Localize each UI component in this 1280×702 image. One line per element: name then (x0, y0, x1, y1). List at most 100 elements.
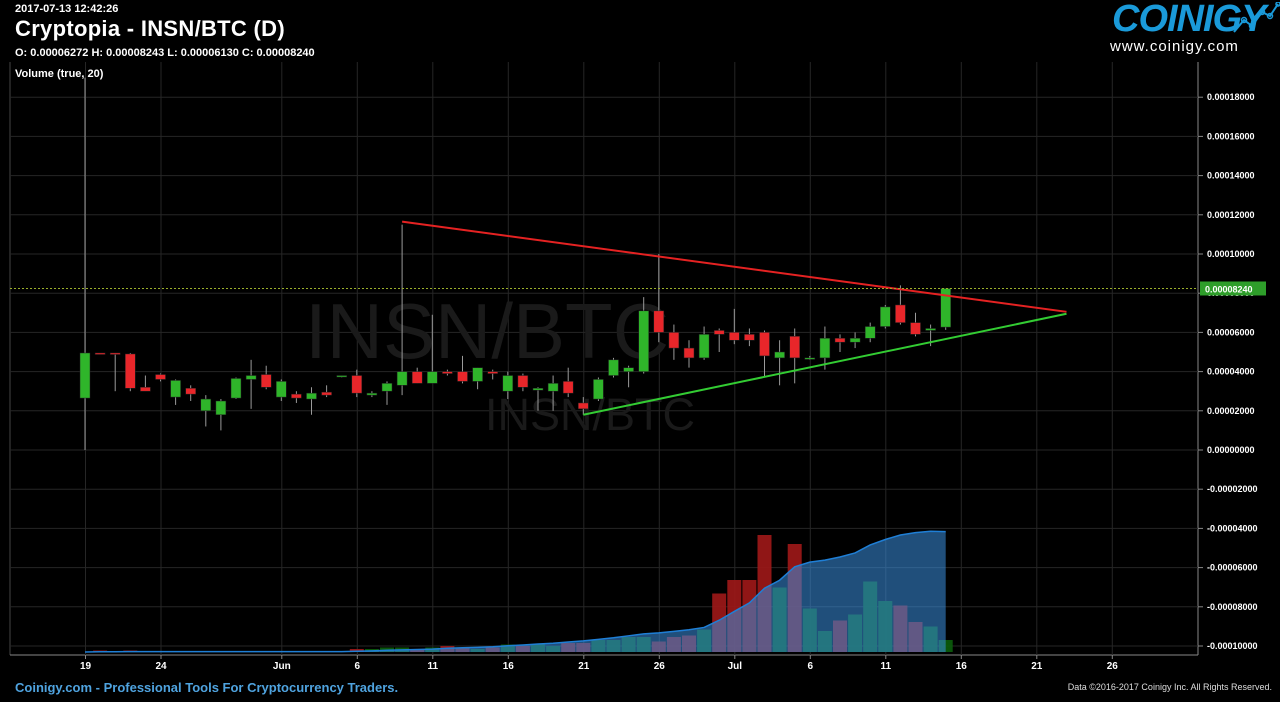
candle-body (849, 338, 861, 343)
x-tick-label: 6 (355, 661, 361, 672)
candle-body (140, 387, 151, 392)
candle-body (487, 371, 498, 374)
x-tick-label: 6 (808, 661, 814, 672)
candle-body (245, 375, 257, 380)
resistance-line (401, 220, 1067, 313)
footer-tagline[interactable]: Coinigy.com - Professional Tools For Cry… (15, 680, 399, 695)
candle-body (834, 338, 846, 343)
candle-body (925, 328, 936, 331)
y-axis: 0.00018000 0.00016000 0.00014000 0.00012000… (10, 92, 1266, 651)
chart-trend-icon (1233, 2, 1280, 33)
candle-body (230, 378, 242, 399)
candle-body (578, 402, 589, 410)
candle-body (547, 383, 559, 392)
coinigy-logo[interactable]: COINIGY www.coinigy.com (1110, 0, 1280, 60)
x-tick-label: 19 (80, 661, 92, 672)
candle-body (517, 375, 529, 388)
y-tick-label: -0.00010000 (1207, 641, 1258, 651)
last-price-badge (1200, 281, 1266, 296)
candle-body (819, 338, 831, 359)
candle-body (411, 371, 423, 384)
candle-body (457, 371, 468, 382)
candle-body (366, 392, 378, 396)
candle-body (789, 336, 800, 359)
candle-body (170, 380, 181, 398)
candle-body (744, 334, 755, 341)
candle-body (940, 288, 951, 328)
candle-body (502, 375, 514, 392)
candle-body (713, 330, 725, 335)
candle-body (759, 332, 770, 357)
candle-body (472, 367, 483, 382)
y-tick-label: -0.00008000 (1207, 602, 1258, 612)
candle-body (593, 379, 604, 400)
candle-body (291, 393, 302, 399)
logo-brand: COINIGY (1112, 0, 1266, 40)
chart-title: Cryptopia - INSN/BTC (D) (15, 16, 285, 41)
candle-body (125, 353, 136, 389)
y-tick-label: 0.00014000 (1207, 171, 1255, 181)
candle-body (155, 374, 166, 380)
candle-body (109, 352, 121, 355)
x-tick-label: 11 (428, 661, 439, 672)
x-tick-label: 24 (155, 661, 167, 672)
last-price-label: 0.00008240 (1205, 284, 1253, 294)
candle-body (729, 332, 740, 341)
candle-body (94, 352, 106, 355)
trendlines (401, 220, 1067, 416)
y-tick-label: 0.00010000 (1207, 249, 1255, 259)
candle-body (79, 352, 91, 399)
x-tick-label: 16 (503, 661, 515, 672)
x-axis: 19 24 Jun 6 11 16 21 26 Jul 6 11 16 21 26 (80, 655, 1118, 672)
footer-copyright: Data ©2016-2017 Coinigy Inc. All Rights … (1067, 682, 1272, 692)
x-tick-label: Jul (728, 661, 743, 672)
candle-body (910, 322, 921, 335)
x-tick-label: Jun (273, 661, 291, 672)
logo-url: www.coinigy.com (1110, 38, 1239, 55)
candle-body (396, 371, 408, 386)
candle-body (185, 388, 196, 395)
volume-ma-area (85, 531, 946, 652)
volume-ma-line (84, 530, 946, 653)
candle-body (276, 381, 287, 398)
candle-body (200, 398, 212, 412)
timestamp: 2017-07-13 12:42:26 (15, 3, 119, 15)
y-tick-label: -0.00004000 (1207, 523, 1258, 533)
candle-body (683, 347, 695, 359)
candle-body (427, 371, 438, 384)
candle-body (562, 381, 574, 394)
candle-body (864, 326, 876, 339)
candle-body (623, 367, 634, 372)
y-tick-label: 0.00004000 (1207, 367, 1255, 377)
y-tick-label: -0.00002000 (1207, 484, 1258, 494)
y-tick-label: 0.00016000 (1207, 131, 1255, 141)
x-tick-label: 26 (654, 661, 666, 672)
candle-body (381, 383, 393, 392)
candle-body (608, 359, 619, 376)
x-tick-label: 11 (881, 661, 892, 672)
candle-body (804, 357, 816, 360)
y-tick-label: 0.00002000 (1207, 406, 1255, 416)
candle-body (306, 392, 317, 400)
candle-body (321, 391, 332, 396)
candles (79, 77, 951, 450)
candle-body (774, 351, 785, 359)
candle-body (351, 375, 363, 394)
watermark-small: INSN/BTC (485, 389, 695, 440)
y-tick-label: 0.00006000 (1207, 327, 1255, 337)
y-tick-label: 0.00000000 (1207, 445, 1255, 455)
candle-body (698, 334, 710, 359)
candle-body (880, 306, 891, 327)
volume-ma (84, 530, 946, 653)
x-tick-label: 21 (1031, 661, 1043, 672)
candle-body (215, 400, 227, 415)
y-tick-label: 0.00012000 (1207, 210, 1255, 220)
candle-body (895, 304, 906, 323)
ohlc-readout: O: 0.00006272 H: 0.00008243 L: 0.0000613… (15, 47, 315, 59)
support-line (583, 312, 1067, 416)
x-tick-label: 21 (578, 661, 590, 672)
candle-body (653, 310, 665, 333)
candle-body (638, 310, 649, 372)
y-tick-label: 0.00018000 (1207, 92, 1255, 102)
